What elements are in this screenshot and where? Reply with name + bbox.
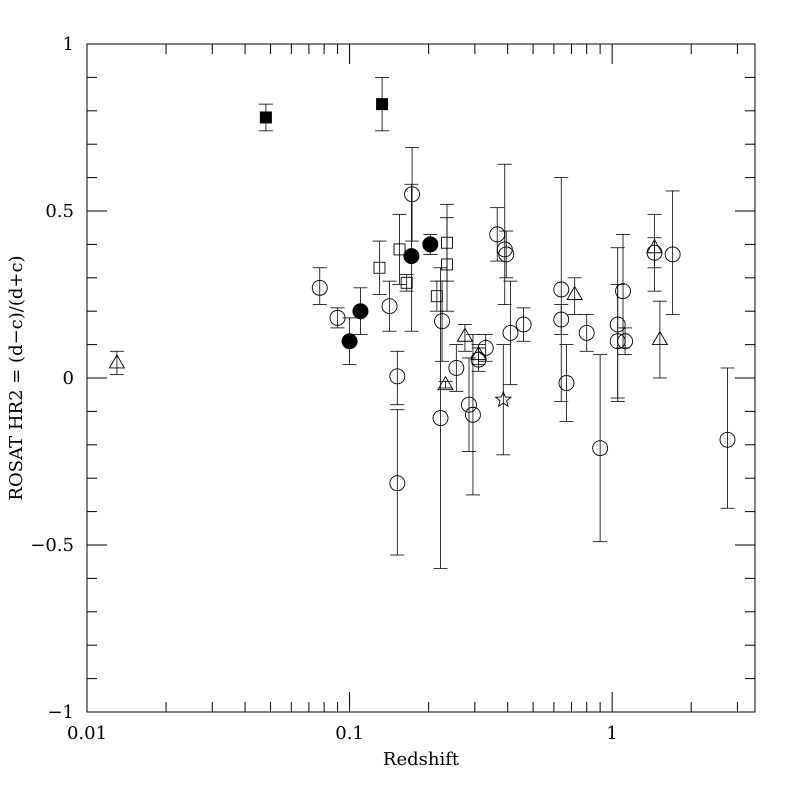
open-star-marker — [494, 390, 513, 408]
x-tick-label: 0.01 — [67, 723, 107, 744]
open-circle-marker — [558, 375, 575, 391]
open-circle-marker — [617, 333, 634, 350]
axis-ticks — [86, 43, 755, 713]
open-circle-marker — [389, 368, 406, 385]
open-circle-marker — [609, 333, 626, 350]
open-circle-marker — [448, 360, 465, 376]
y-tick-label: −0.5 — [30, 535, 74, 556]
open-circle-marker — [578, 324, 595, 341]
y-tick-label: −1 — [47, 702, 74, 723]
y-tick-label: 0 — [63, 368, 74, 389]
open-circle-marker — [404, 186, 421, 203]
open-triangle-marker — [456, 327, 474, 342]
open-circle-marker — [311, 279, 328, 296]
open-circle-marker — [609, 316, 626, 333]
open-triangle-marker — [566, 285, 583, 300]
y-tick-label: 0.5 — [45, 201, 74, 222]
open-square-marker — [430, 290, 443, 303]
open-triangle-marker — [646, 238, 663, 254]
open-circle-marker — [381, 298, 398, 315]
open-square-marker — [373, 261, 386, 274]
filled-circle-marker — [403, 248, 420, 265]
open-circle-marker — [592, 440, 609, 457]
open-triangle-marker — [437, 375, 454, 391]
open-square-marker — [393, 243, 406, 256]
open-circle-marker — [498, 246, 515, 263]
open-circle-marker — [434, 313, 450, 330]
x-axis-title: Redshift — [383, 749, 460, 770]
open-circle-marker — [502, 324, 519, 341]
y-axis-title: ROSAT HR2 = (d−c)/(d+c) — [6, 255, 27, 500]
open-circle-marker — [515, 316, 532, 333]
open-triangle-marker — [651, 330, 669, 346]
open-square-marker — [400, 276, 413, 289]
filled-circle-marker — [352, 303, 369, 320]
open-circle-marker — [329, 309, 346, 326]
open-circle-marker — [464, 406, 481, 423]
open-triangle-marker — [108, 354, 126, 369]
filled-circle-marker — [341, 333, 358, 350]
data-markers — [108, 98, 736, 492]
open-circle-marker — [664, 246, 681, 263]
filled-square-marker — [376, 98, 389, 111]
open-square-marker — [441, 258, 453, 271]
x-tick-label: 0.1 — [335, 723, 364, 744]
open-circle-marker — [719, 431, 736, 448]
x-tick-label: 1 — [606, 723, 617, 744]
filled-square-marker — [259, 111, 272, 124]
axis-tick-labels: 0.01 0.1 1 1 0.5 0 −0.5 −1 — [30, 34, 618, 744]
open-circle-marker — [553, 281, 570, 298]
open-circle-marker — [461, 396, 477, 413]
error-bars — [109, 77, 735, 569]
open-circle-marker — [553, 311, 570, 328]
y-tick-label: 1 — [63, 34, 74, 55]
open-circle-marker — [432, 410, 449, 427]
filled-circle-marker — [422, 236, 439, 253]
open-circle-marker — [389, 475, 406, 492]
open-triangle-marker — [470, 345, 487, 361]
open-square-marker — [441, 236, 453, 249]
open-circle-marker — [489, 226, 506, 243]
open-circle-marker — [615, 283, 631, 300]
